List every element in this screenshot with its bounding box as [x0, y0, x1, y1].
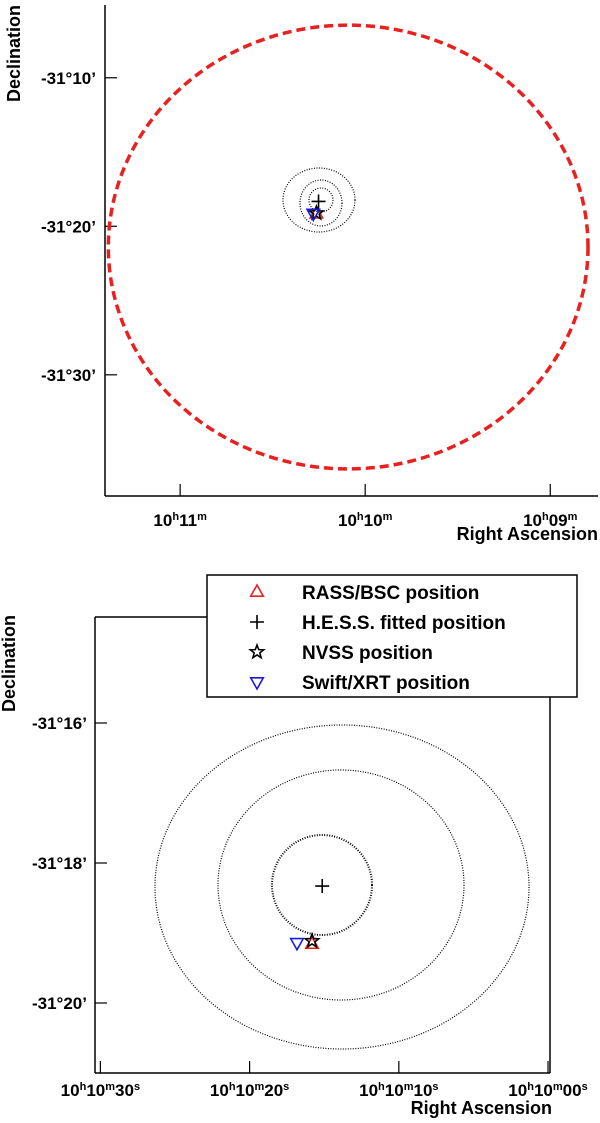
- legend-marker: [249, 583, 265, 597]
- contour: [308, 187, 334, 213]
- x-tick-label: 10h10m30s: [61, 1081, 140, 1100]
- marker: [315, 879, 330, 894]
- marker: [289, 937, 305, 952]
- y-tick-label: -31°18’: [32, 854, 87, 873]
- x-tick-label: 10h10m10s: [359, 1081, 438, 1100]
- x-tick-label: 10h10m20s: [210, 1081, 289, 1100]
- marker: [305, 208, 321, 223]
- marker: [308, 205, 325, 219]
- fov-circle: [106, 23, 590, 471]
- legend-marker: [250, 615, 264, 629]
- plot: -31°16’ -31°18’ -31°20’ 10h10m30s 10h10m20s 1…: [0, 574, 588, 1118]
- contour: [282, 167, 356, 233]
- x-axis-title: Right Ascension: [457, 524, 598, 544]
- marker: [311, 194, 326, 209]
- marker: [303, 931, 321, 949]
- contour: [299, 179, 343, 227]
- x-axis-title: Right Ascension: [411, 1098, 552, 1118]
- legend-label: Swift/XRT position: [302, 673, 470, 694]
- y-tick-label: -31°16’: [32, 714, 87, 733]
- legend-label: H.E.S.S. fitted position: [302, 613, 506, 634]
- legend-marker: [248, 642, 266, 660]
- contour: [154, 724, 530, 1050]
- contour: [217, 769, 465, 1001]
- legend-label: NVSS position: [302, 643, 433, 664]
- legend-marker: [249, 677, 265, 691]
- x-tick-label: 10h10m00s: [508, 1081, 587, 1100]
- y-tick-label: -31°30’: [41, 366, 96, 385]
- x-tick-label: 10h09m: [523, 511, 578, 530]
- y-tick-label: -31°10’: [41, 69, 96, 88]
- y-axis-title: Declination: [0, 615, 19, 712]
- plot: -31°10’ -31°20’ -31°30’ 10h11m 10h10m 10h09mR…: [4, 5, 598, 544]
- x-tick-label: 10h11m: [153, 511, 207, 530]
- y-axis-title: Declination: [4, 5, 24, 102]
- legend: RASS/BSC position H.E.S.S. fitted positio…: [206, 574, 578, 698]
- y-tick-label: -31°20’: [41, 217, 96, 236]
- legend-label: RASS/BSC position: [302, 583, 479, 604]
- contour: [271, 834, 373, 936]
- legend-box: [206, 574, 578, 698]
- y-tick-label: -31°20’: [32, 994, 87, 1013]
- x-tick-label: 10h10m: [338, 511, 393, 530]
- contours: [154, 167, 530, 1050]
